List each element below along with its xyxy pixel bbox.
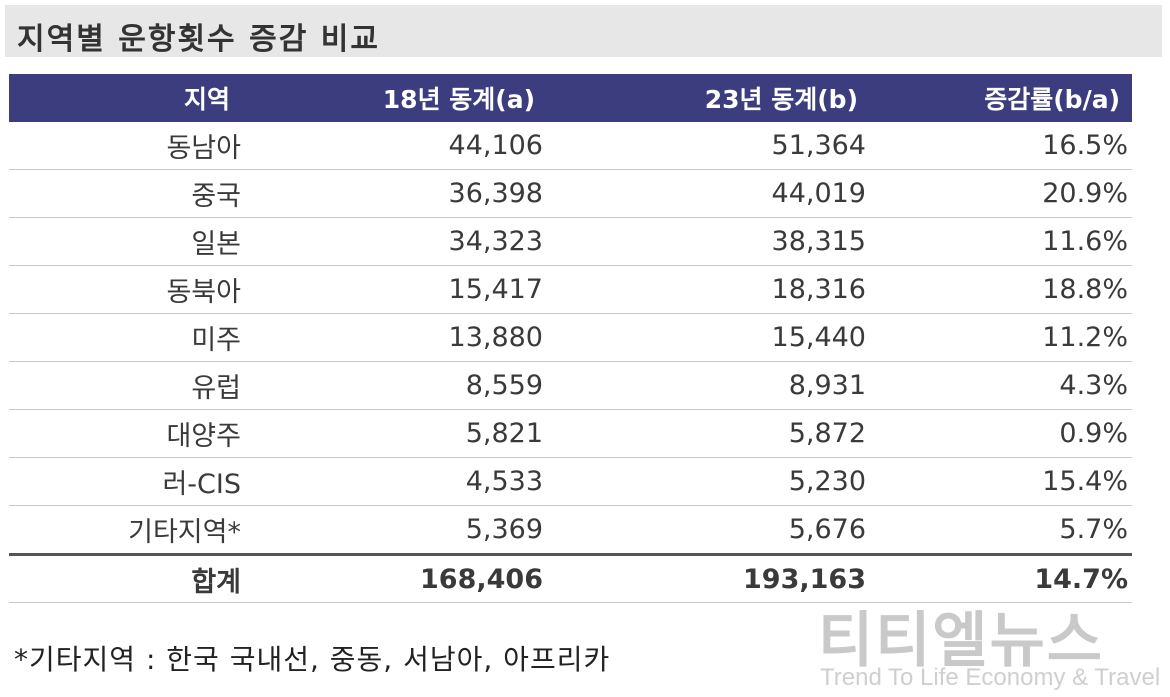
table-row: 동북아 15,417 18,316 18.8% [9, 265, 1132, 314]
change-rate-cell: 11.6% [870, 217, 1132, 266]
value-2018-cell: 34,323 [242, 217, 547, 266]
region-cell: 일본 [9, 217, 242, 266]
value-2023-cell: 51,364 [547, 122, 870, 170]
table-row: 대양주 5,821 5,872 0.9% [9, 409, 1132, 458]
watermark-logo: 티티엘뉴스 [818, 606, 1104, 676]
value-2023-cell: 5,872 [547, 409, 870, 458]
change-rate-cell: 20.9% [870, 169, 1132, 218]
total-row: 합계 168,406 193,163 14.7% [9, 553, 1132, 603]
value-2018-cell: 15,417 [242, 265, 547, 314]
region-cell: 러-CIS [9, 457, 242, 506]
table-header-row: 지역 18년 동계(a) 23년 동계(b) 증감률(b/a) [9, 74, 1132, 122]
table-row: 일본 34,323 38,315 11.6% [9, 217, 1132, 266]
table-row: 러-CIS 4,533 5,230 15.4% [9, 457, 1132, 506]
table-row: 미주 13,880 15,440 11.2% [9, 313, 1132, 362]
value-2018-cell: 44,106 [242, 122, 547, 170]
change-rate-cell: 18.8% [870, 265, 1132, 314]
change-rate-cell: 5.7% [870, 505, 1132, 555]
header-2023-winter: 23년 동계(b) [547, 74, 870, 122]
value-2023-cell: 5,230 [547, 457, 870, 506]
total-2023-cell: 193,163 [547, 553, 870, 603]
title-bar: 지역별 운항횟수 증감 비교 [5, 5, 1162, 57]
total-label: 합계 [9, 553, 242, 603]
change-rate-cell: 0.9% [870, 409, 1132, 458]
value-2018-cell: 5,821 [242, 409, 547, 458]
value-2018-cell: 4,533 [242, 457, 547, 506]
value-2023-cell: 44,019 [547, 169, 870, 218]
value-2023-cell: 5,676 [547, 505, 870, 555]
header-2018-winter: 18년 동계(a) [242, 74, 547, 122]
change-rate-cell: 4.3% [870, 361, 1132, 410]
value-2018-cell: 5,369 [242, 505, 547, 555]
table-row: 중국 36,398 44,019 20.9% [9, 169, 1132, 218]
flights-table: 지역 18년 동계(a) 23년 동계(b) 증감률(b/a) 동남아 44,1… [9, 74, 1132, 603]
value-2023-cell: 38,315 [547, 217, 870, 266]
value-2023-cell: 15,440 [547, 313, 870, 362]
table-row: 기타지역* 5,369 5,676 5.7% [9, 505, 1132, 555]
region-cell: 대양주 [9, 409, 242, 458]
header-region: 지역 [9, 74, 242, 122]
table-row: 동남아 44,106 51,364 16.5% [9, 122, 1132, 170]
watermark-tagline: Trend To Life Economy & Travel [820, 664, 1161, 691]
change-rate-cell: 15.4% [870, 457, 1132, 506]
region-cell: 유럽 [9, 361, 242, 410]
region-cell: 동북아 [9, 265, 242, 314]
region-cell: 중국 [9, 169, 242, 218]
total-2018-cell: 168,406 [242, 553, 547, 603]
change-rate-cell: 11.2% [870, 313, 1132, 362]
value-2018-cell: 13,880 [242, 313, 547, 362]
header-change-rate: 증감률(b/a) [870, 74, 1132, 122]
table-row: 유럽 8,559 8,931 4.3% [9, 361, 1132, 410]
value-2018-cell: 8,559 [242, 361, 547, 410]
change-rate-cell: 16.5% [870, 122, 1132, 170]
page-title: 지역별 운항횟수 증감 비교 [17, 22, 380, 57]
region-cell: 미주 [9, 313, 242, 362]
footnote: *기타지역 : 한국 국내선, 중동, 서남아, 아프리카 [14, 643, 611, 676]
total-change-rate-cell: 14.7% [870, 553, 1132, 603]
value-2023-cell: 18,316 [547, 265, 870, 314]
region-cell: 동남아 [9, 122, 242, 170]
value-2023-cell: 8,931 [547, 361, 870, 410]
region-cell: 기타지역* [9, 505, 242, 555]
value-2018-cell: 36,398 [242, 169, 547, 218]
